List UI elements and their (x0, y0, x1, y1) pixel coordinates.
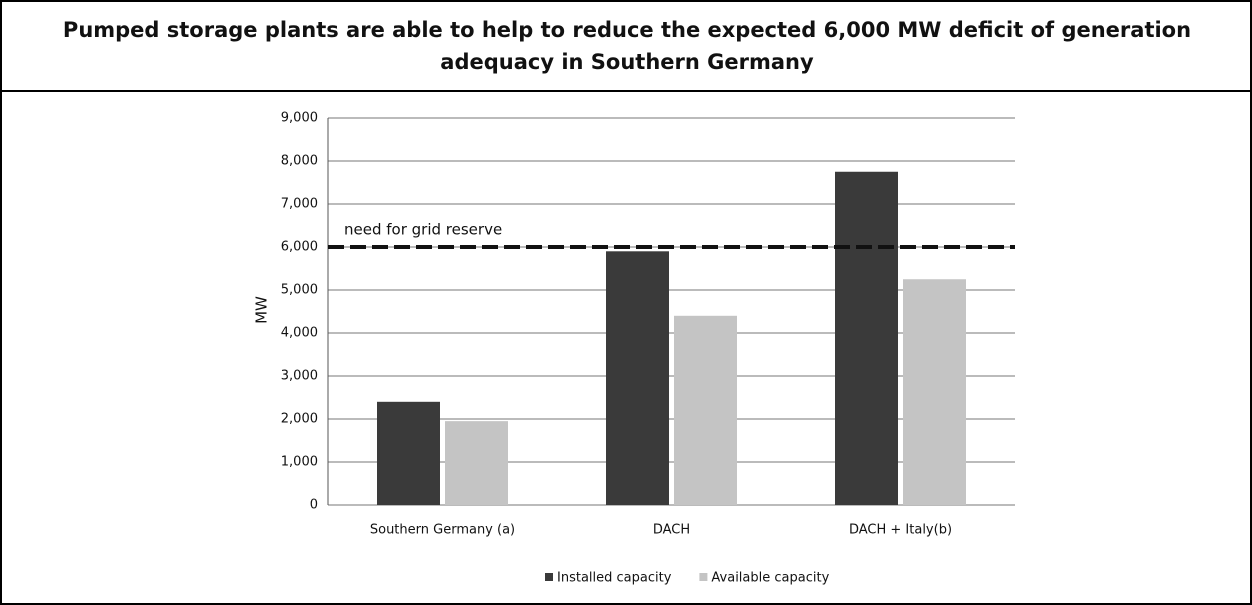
y-tick-label: 0 (310, 498, 318, 513)
y-tick-label: 7,000 (281, 197, 318, 212)
y-tick-label: 1,000 (281, 455, 318, 470)
y-tick-label: 8,000 (281, 154, 318, 169)
bar (674, 315, 737, 505)
bar (835, 171, 898, 505)
y-tick-label: 6,000 (281, 240, 318, 255)
reference-label: need for grid reserve (344, 221, 502, 239)
x-tick-label: DACH + Italy(b) (849, 523, 952, 538)
y-tick-label: 3,000 (281, 369, 318, 384)
legend-swatch (545, 573, 553, 581)
chart-title: Pumped storage plants are able to help t… (62, 18, 1192, 74)
y-tick-label: 9,000 (281, 111, 318, 126)
legend-swatch (699, 573, 708, 581)
bar (606, 251, 669, 505)
bar (903, 279, 966, 505)
y-tick-label: 5,000 (281, 283, 318, 298)
bar (445, 421, 508, 505)
y-tick-label: 4,000 (281, 326, 318, 341)
x-tick-label: Southern Germany (a) (370, 523, 515, 538)
y-tick-label: 2,000 (281, 412, 318, 427)
legend-label: Installed capacity (557, 571, 672, 586)
x-tick-label: DACH (653, 523, 690, 538)
y-axis-label: MW (253, 296, 271, 324)
bar (377, 401, 440, 505)
divider (2, 90, 1250, 92)
legend-label: Available capacity (711, 571, 829, 586)
